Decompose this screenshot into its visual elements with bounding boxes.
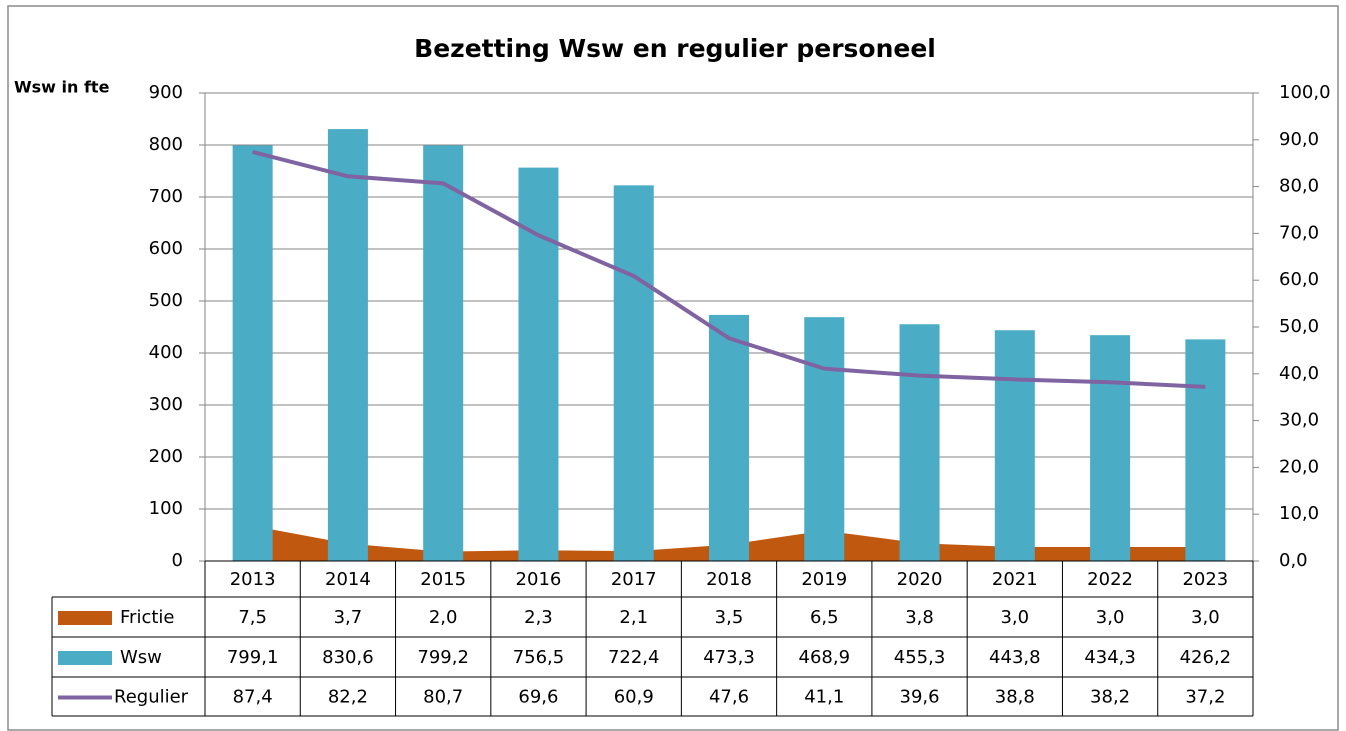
table-cell: 2,0: [429, 607, 458, 628]
chart-title: Bezetting Wsw en regulier personeel: [414, 34, 936, 63]
y2-tick-label: 0,0: [1279, 550, 1308, 571]
y-tick-label: 600: [149, 238, 183, 259]
legend-key: [58, 651, 112, 665]
y-tick-label: 300: [149, 394, 183, 415]
y2-tick-label: 100,0: [1279, 82, 1331, 103]
bar: [232, 145, 273, 561]
table-cell: 473,3: [703, 647, 755, 668]
x-tick-label: 2013: [230, 569, 276, 590]
table-cell: 434,3: [1084, 647, 1136, 668]
table-cell: 3,0: [1191, 607, 1220, 628]
x-tick-label: 2015: [420, 569, 466, 590]
bar: [1185, 339, 1226, 561]
y2-tick-label: 90,0: [1279, 129, 1319, 150]
y2-tick-label: 80,0: [1279, 176, 1319, 197]
y2-tick-label: 60,0: [1279, 269, 1319, 290]
table-cell: 722,4: [608, 647, 660, 668]
y2-tick-label: 20,0: [1279, 456, 1319, 477]
y2-tick-label: 50,0: [1279, 316, 1319, 337]
x-tick-label: 2021: [992, 569, 1038, 590]
bar: [1090, 335, 1131, 561]
y-tick-label: 0: [172, 550, 183, 571]
y-tick-label: 100: [149, 498, 183, 519]
legend-label: Wsw: [120, 647, 162, 668]
legend-key: [58, 611, 112, 625]
bar: [423, 145, 464, 561]
bar: [327, 129, 368, 561]
x-tick-label: 2014: [325, 569, 371, 590]
y-tick-label: 700: [149, 186, 183, 207]
bar: [994, 330, 1035, 561]
table-cell: 455,3: [894, 647, 946, 668]
x-tick-label: 2020: [897, 569, 943, 590]
table-cell: 7,5: [238, 607, 267, 628]
y-tick-label: 200: [149, 446, 183, 467]
table-cell: 3,0: [1000, 607, 1029, 628]
x-tick-label: 2019: [801, 569, 847, 590]
table-cell: 799,1: [227, 647, 279, 668]
table-cell: 799,2: [417, 647, 469, 668]
table-cell: 443,8: [989, 647, 1041, 668]
x-tick-label: 2018: [706, 569, 752, 590]
table-cell: 3,0: [1096, 607, 1125, 628]
table-cell: 38,2: [1090, 687, 1130, 708]
table-cell: 47,6: [709, 687, 749, 708]
table-cell: 37,2: [1185, 687, 1225, 708]
table-cell: 468,9: [799, 647, 851, 668]
bar: [804, 317, 845, 561]
table-cell: 87,4: [233, 687, 273, 708]
y-tick-label: 500: [149, 290, 183, 311]
x-tick-label: 2017: [611, 569, 657, 590]
line: [252, 150, 1206, 389]
table-cell: 39,6: [900, 687, 940, 708]
y-axis-label: Wsw in fte: [14, 78, 110, 97]
table-cell: 3,8: [905, 607, 934, 628]
table-cell: 2,1: [619, 607, 648, 628]
area: [252, 525, 1206, 561]
table-cell: 830,6: [322, 647, 374, 668]
table-cell: 80,7: [423, 687, 463, 708]
y2-tick-label: 10,0: [1279, 503, 1319, 524]
table-cell: 82,2: [328, 687, 368, 708]
x-tick-label: 2016: [516, 569, 562, 590]
table-cell: 426,2: [1180, 647, 1232, 668]
table-cell: 3,5: [715, 607, 744, 628]
x-tick-label: 2022: [1087, 569, 1133, 590]
y-tick-label: 900: [149, 82, 183, 103]
table-cell: 41,1: [804, 687, 844, 708]
table-cell: 756,5: [513, 647, 565, 668]
y-tick-label: 800: [149, 134, 183, 155]
table-cell: 3,7: [334, 607, 363, 628]
table-cell: 69,6: [518, 687, 558, 708]
y2-tick-label: 70,0: [1279, 222, 1319, 243]
legend-label: Frictie: [120, 607, 174, 628]
x-tick-label: 2023: [1182, 569, 1228, 590]
table-cell: 38,8: [995, 687, 1035, 708]
legend-label: Regulier: [114, 687, 189, 708]
bar: [709, 314, 749, 561]
table-cell: 2,3: [524, 607, 553, 628]
bar: [899, 324, 940, 561]
chart-border: [7, 5, 1339, 731]
bar: [613, 185, 654, 562]
y2-tick-label: 40,0: [1279, 363, 1319, 384]
table-cell: 6,5: [810, 607, 839, 628]
y-tick-label: 400: [149, 342, 183, 363]
y2-tick-label: 30,0: [1279, 410, 1319, 431]
table-cell: 60,9: [614, 687, 654, 708]
